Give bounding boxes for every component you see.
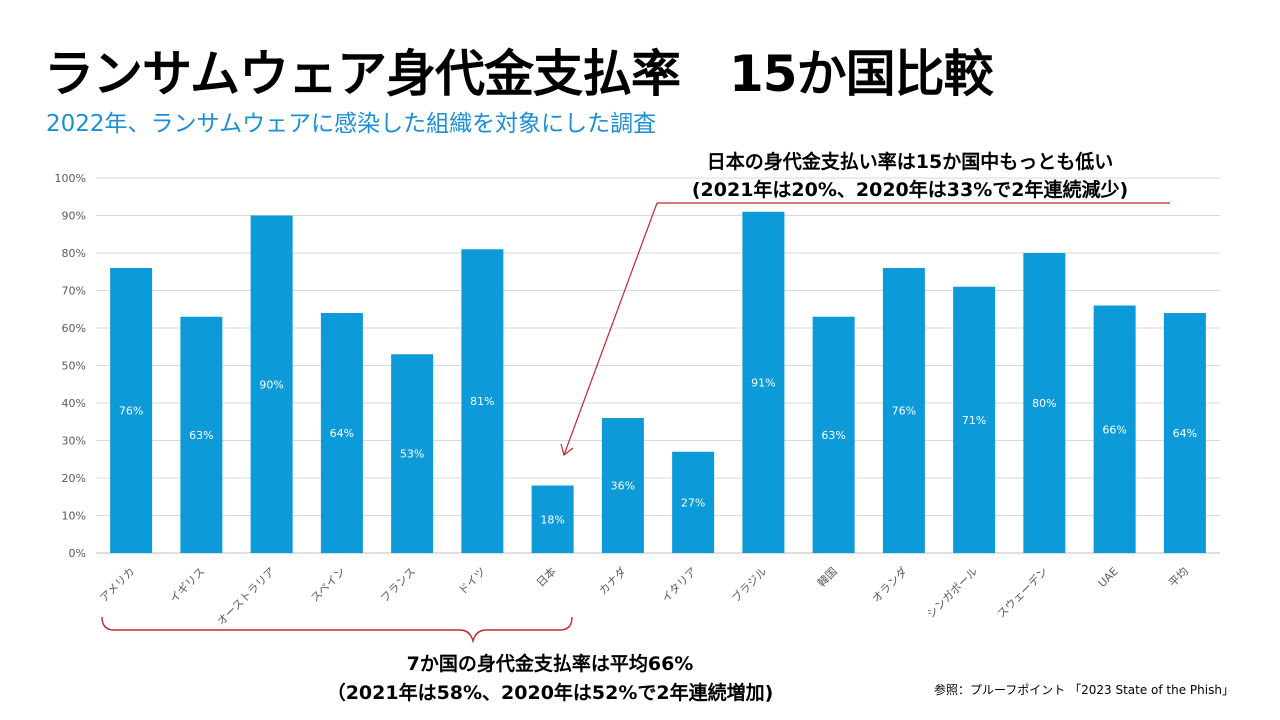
y-tick-label: 60% [62, 322, 86, 335]
y-tick-label: 80% [62, 247, 86, 260]
data-label: 91% [751, 376, 775, 389]
data-label: 63% [189, 429, 213, 442]
x-tick-label: UAE [1096, 565, 1121, 590]
chart-title: ランサムウェア身代金支払率 15か国比較 [44, 45, 994, 103]
data-label: 64% [1173, 427, 1197, 440]
data-label: 27% [681, 496, 705, 509]
bar [250, 215, 293, 553]
bars [110, 211, 1206, 553]
japan-callout: 日本の身代金支払い率は15か国中もっとも低い (2021年は20%、2020年は… [655, 148, 1165, 204]
average-callout: 7か国の身代金支払率は平均66% （2021年は58%、2020年は52%で2年… [250, 650, 850, 708]
x-tick-label: ドイツ [456, 565, 489, 598]
x-axis-ticks: アメリカ イギリス オーストラリア スペイン フランス ドイツ 日本 カナダ イタリア ブラジル 韓… [97, 564, 1191, 628]
bar [180, 316, 223, 553]
bar [601, 418, 644, 553]
data-label: 53% [400, 448, 424, 461]
bar [320, 313, 363, 553]
data-label: 90% [259, 378, 283, 391]
data-label: 36% [611, 480, 635, 493]
callout-arrow-head [560, 443, 574, 457]
x-tick-label: オーストラリア [214, 565, 277, 628]
bar [953, 286, 996, 553]
x-tick-label: 韓国 [815, 565, 840, 590]
group-bracket [101, 616, 573, 644]
x-tick-label: ブラジル [729, 564, 770, 605]
data-label: 64% [330, 427, 354, 440]
y-tick-label: 90% [62, 210, 86, 223]
data-labels: 76% 63% 90% 64% 53% 81% 18% 36% 27% 91% 63% 76% 71% 8… [119, 376, 1197, 526]
bar [461, 249, 504, 553]
bar [1163, 313, 1206, 553]
callout-arrow-line [563, 202, 658, 456]
x-tick-label: イギリス [167, 565, 207, 605]
chart-subtitle: 2022年、ランサムウェアに感染した組織を対象にした調査 [46, 111, 657, 137]
x-tick-label: シンガポール [924, 565, 980, 621]
data-label: 18% [540, 513, 564, 526]
bar [1093, 305, 1136, 553]
bar [882, 268, 925, 553]
bar [391, 354, 434, 553]
average-callout-line2: （2021年は58%、2020年は52%で2年連続増加) [326, 682, 774, 704]
x-tick-label: スペイン [308, 565, 348, 605]
data-label: 76% [892, 405, 916, 418]
bar [742, 211, 785, 553]
x-tick-label: オランダ [869, 564, 910, 605]
y-tick-label: 100% [55, 172, 86, 185]
bar [110, 268, 153, 553]
japan-callout-line2: (2021年は20%、2020年は33%で2年連続減少) [691, 179, 1129, 201]
bar [1023, 253, 1066, 553]
x-tick-label: カナダ [596, 564, 629, 597]
data-label: 63% [821, 429, 845, 442]
y-tick-label: 70% [62, 285, 86, 298]
y-tick-label: 50% [62, 360, 86, 373]
x-tick-label: フランス [378, 565, 418, 605]
bar [531, 485, 574, 553]
x-tick-label: イタリア [659, 565, 699, 605]
data-label: 80% [1032, 397, 1056, 410]
annotations [101, 202, 1170, 644]
x-tick-label: 平均 [1166, 565, 1191, 590]
y-tick-label: 0% [69, 547, 86, 560]
bar [672, 451, 715, 553]
data-label: 76% [119, 405, 143, 418]
data-label: 66% [1102, 423, 1126, 436]
source-note: 参照：プルーフポイント 「2023 State of the Phish」 [934, 683, 1234, 697]
y-tick-label: 30% [62, 435, 86, 448]
x-tick-label: アメリカ [97, 565, 137, 605]
data-label: 81% [470, 395, 494, 408]
y-tick-label: 10% [62, 510, 86, 523]
x-tick-label: スウェーデン [994, 564, 1051, 621]
y-axis-ticks: 0% 10% 20% 30% 40% 50% 60% 70% 80% 90% 100% [55, 172, 86, 560]
average-callout-line1: 7か国の身代金支払率は平均66% [406, 653, 694, 675]
x-tick-label: 日本 [533, 564, 558, 589]
japan-callout-line1: 日本の身代金支払い率は15か国中もっとも低い [706, 151, 1114, 173]
y-tick-label: 20% [62, 472, 86, 485]
data-label: 71% [962, 414, 986, 427]
y-tick-label: 40% [62, 397, 86, 410]
bar [812, 316, 855, 553]
